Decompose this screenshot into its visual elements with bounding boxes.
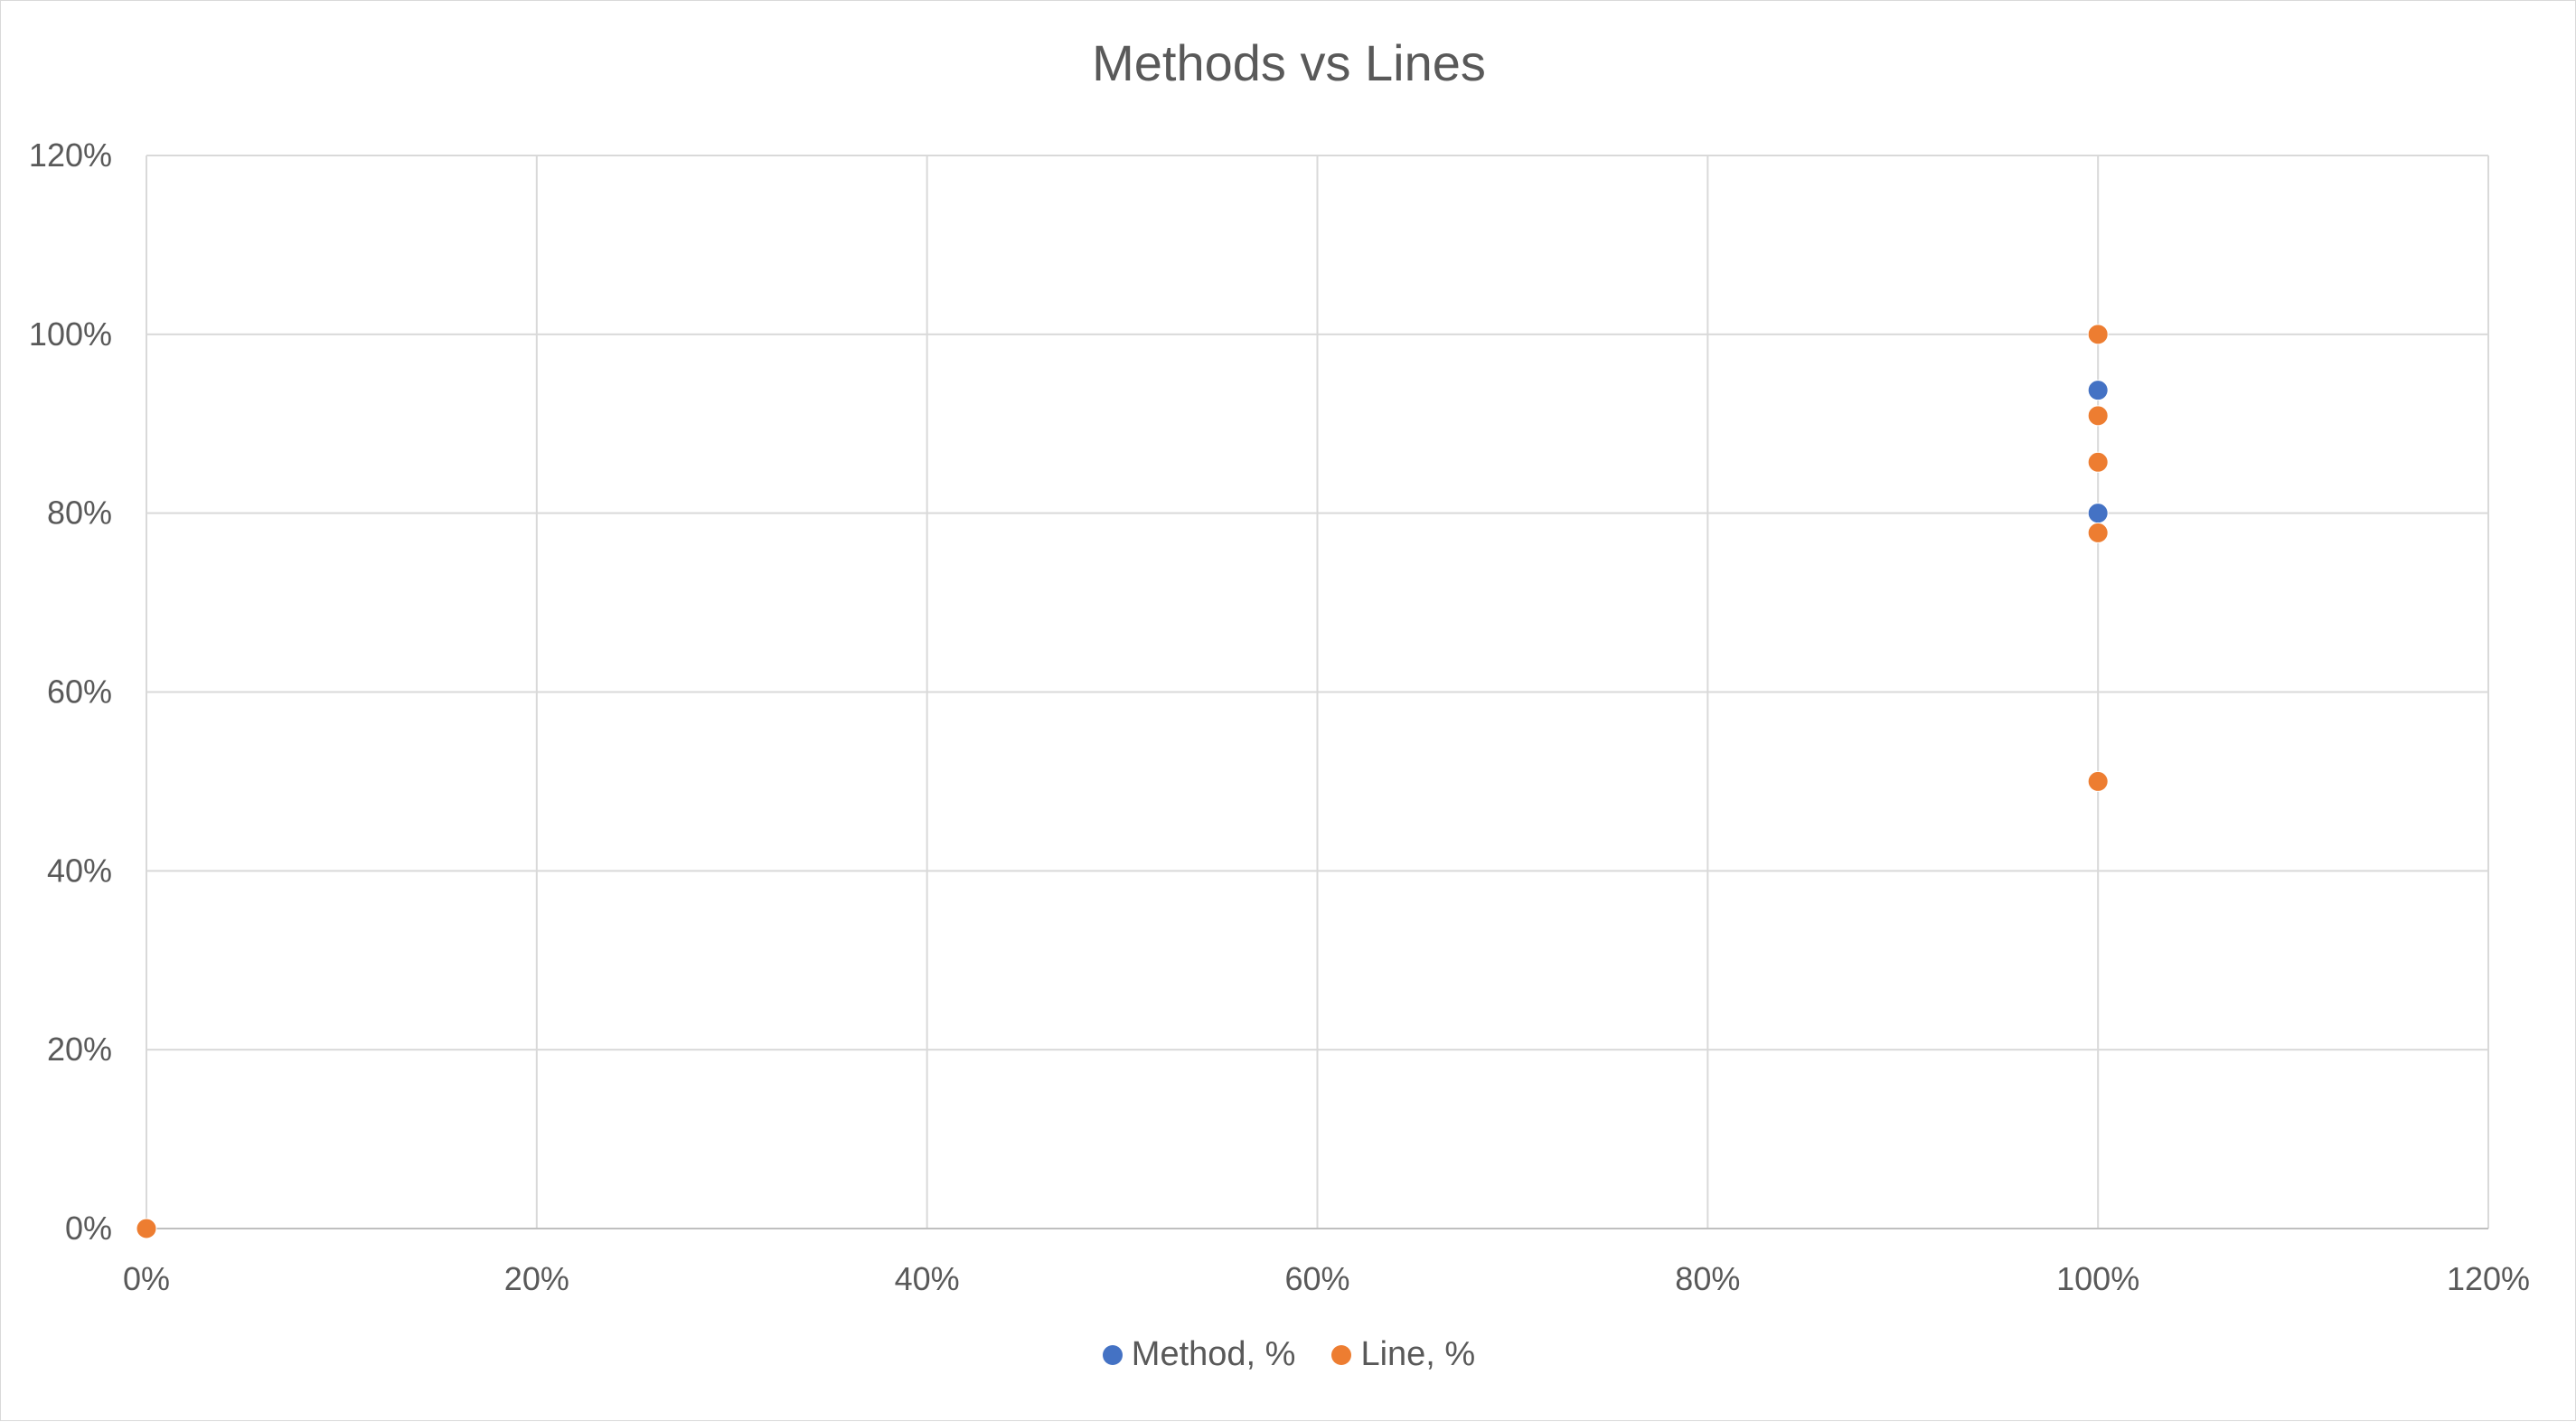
method-data-point [2087, 380, 2109, 401]
y-tick-label: 80% [47, 494, 112, 532]
x-tick-label: 20% [504, 1260, 569, 1297]
line-data-point [136, 1218, 157, 1239]
y-tick-label: 20% [47, 1031, 112, 1068]
legend-label-line: Line, % [1360, 1335, 1476, 1373]
method-data-point [2087, 503, 2109, 524]
chart-title: Methods vs Lines [1092, 34, 1486, 91]
x-tick-label: 100% [2056, 1260, 2139, 1297]
y-tick-label: 60% [47, 673, 112, 711]
x-tick-label: 80% [1675, 1260, 1740, 1297]
y-tick-label: 120% [29, 137, 112, 174]
x-tick-label: 0% [123, 1260, 170, 1297]
legend-marker-line [1331, 1344, 1352, 1365]
legend-item-line: Line, % [1331, 1335, 1475, 1374]
legend-item-method: Method, % [1102, 1335, 1296, 1374]
y-tick-label: 100% [29, 315, 112, 353]
x-tick-label: 60% [1284, 1260, 1349, 1297]
line-data-point [2087, 522, 2109, 543]
legend: Method, % Line, % [1, 1335, 2576, 1374]
legend-marker-method [1102, 1344, 1123, 1365]
line-data-point [2087, 770, 2109, 792]
x-tick-label: 120% [2447, 1260, 2530, 1297]
y-tick-label: 0% [65, 1210, 112, 1247]
line-data-point [2087, 324, 2109, 345]
x-tick-label: 40% [895, 1260, 960, 1297]
line-data-point [2087, 451, 2109, 473]
y-tick-label: 40% [47, 852, 112, 889]
legend-label-method: Method, % [1131, 1335, 1296, 1373]
line-data-point [2087, 405, 2109, 427]
